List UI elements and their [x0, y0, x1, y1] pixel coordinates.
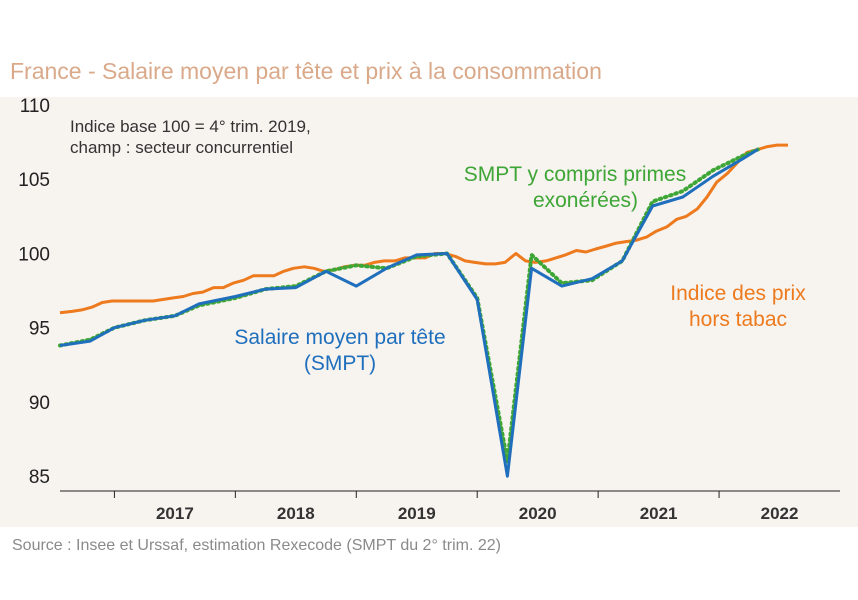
x-tick-label: 2020 — [519, 504, 557, 523]
x-tick-label: 2018 — [277, 504, 315, 523]
y-tick-label: 90 — [29, 393, 50, 414]
x-tick-label: 2022 — [761, 504, 799, 523]
y-tick-label: 85 — [29, 467, 50, 488]
label-smpt-primes-2: exonérées) — [533, 189, 638, 212]
chart-title: France - Salaire moyen par tête et prix … — [10, 58, 602, 84]
x-axis: 2017 2018 2019 2020 2021 2022 — [113, 491, 799, 523]
y-tick-label: 105 — [18, 170, 50, 191]
chart: 85 90 95 100 105 110 2017 2018 2019 2020 2021 2022… — [0, 97, 858, 527]
label-smpt-primes-1: SMPT y compris primes — [464, 163, 686, 186]
label-smpt-2: (SMPT) — [304, 352, 376, 375]
label-prix-1: Indice des prix — [670, 282, 806, 305]
label-prix-2: hors tabac — [689, 308, 787, 331]
series-group — [58, 143, 788, 478]
x-tick-label: 2021 — [640, 504, 678, 523]
note-line-1: Indice base 100 = 4° trim. 2019, — [70, 117, 311, 136]
y-tick-label: 100 — [18, 244, 50, 265]
note-line-2: champ : secteur concurrentiel — [70, 138, 293, 157]
label-smpt-1: Salaire moyen par tête — [234, 326, 445, 349]
series-line-smpt — [59, 148, 759, 478]
y-tick-label: 110 — [20, 97, 50, 117]
series-line-prix — [59, 143, 788, 315]
source-note: Source : Insee et Urssaf, estimation Rex… — [12, 537, 501, 554]
x-tick-label: 2017 — [156, 504, 194, 523]
y-axis: 85 90 95 100 105 110 — [18, 97, 50, 488]
x-tick-label: 2019 — [398, 504, 436, 523]
chart-svg: 85 90 95 100 105 110 2017 2018 2019 2020 2021 2022… — [0, 97, 858, 527]
y-tick-label: 95 — [29, 319, 50, 340]
